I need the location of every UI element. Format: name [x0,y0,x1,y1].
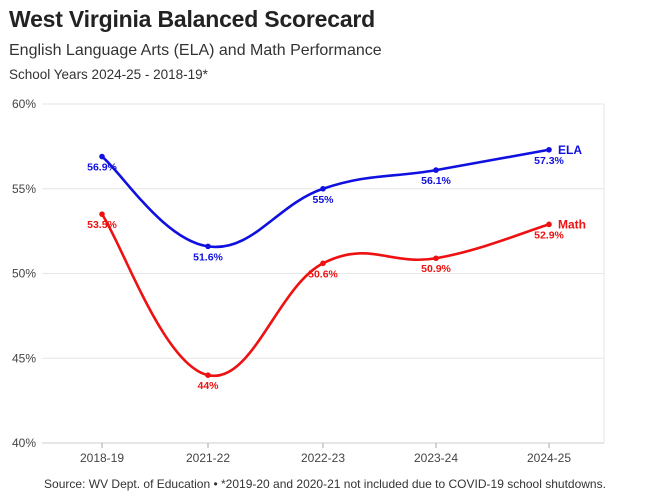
y-tick-label: 55% [12,182,36,196]
series: 56.9% 51.6% 55% 56.1% 57.3%ELA 53.5% 44% 50.6% 5… [87,143,586,392]
chart-subtitle: English Language Arts (ELA) and Math Per… [9,42,382,59]
x-tick-label: 2018-19 [80,451,124,465]
math-data-label: 50.9% [421,263,451,275]
y-tick-label: 40% [12,436,36,450]
ela-series-line [100,148,551,249]
source-note: Source: WV Dept. of Education • *2019-20… [44,477,606,491]
math-data-label: 44% [197,380,219,392]
math-data-label: 53.5% [87,219,117,231]
line-chart: 40% 45% 50% 55% 60% 2018-19 2021-22 2022-23 2023… [12,97,605,465]
math-series-label: Math [558,217,586,231]
x-tick-label: 2021-22 [186,451,230,465]
math-data-label: 50.6% [308,268,338,280]
ela-data-point [433,167,439,173]
ela-data-point [99,153,105,160]
math-data-label: 52.9% [534,229,564,241]
math-data-point [99,211,105,217]
ela-series-label: ELA [558,143,582,157]
ela-data-label: 51.6% [193,251,223,263]
ela-data-point [205,243,211,250]
x-tick-label: 2022-23 [301,451,345,465]
ela-data-label: 55% [312,194,334,206]
math-data-point [320,260,326,267]
ela-data-label: 57.3% [534,155,564,167]
chart-date-range: School Years 2024-25 - 2018-19* [9,67,208,82]
math-series-line [100,212,551,378]
y-tick-label: 60% [12,97,36,111]
ela-data-point [320,185,326,192]
y-tick-label: 50% [12,267,36,281]
axes: 40% 45% 50% 55% 60% 2018-19 2021-22 2022-23 2023… [12,97,604,465]
math-data-point [205,372,211,379]
math-data-point [433,255,439,262]
chart-title: West Virginia Balanced Scorecard [9,6,376,32]
ela-data-label: 56.1% [421,175,451,187]
math-data-point [546,221,552,228]
ela-data-point [546,146,552,153]
x-tick-label: 2023-24 [414,451,458,465]
ela-data-label: 56.9% [87,162,117,174]
x-tick-label: 2024-25 [527,451,571,465]
y-tick-label: 45% [12,351,36,365]
